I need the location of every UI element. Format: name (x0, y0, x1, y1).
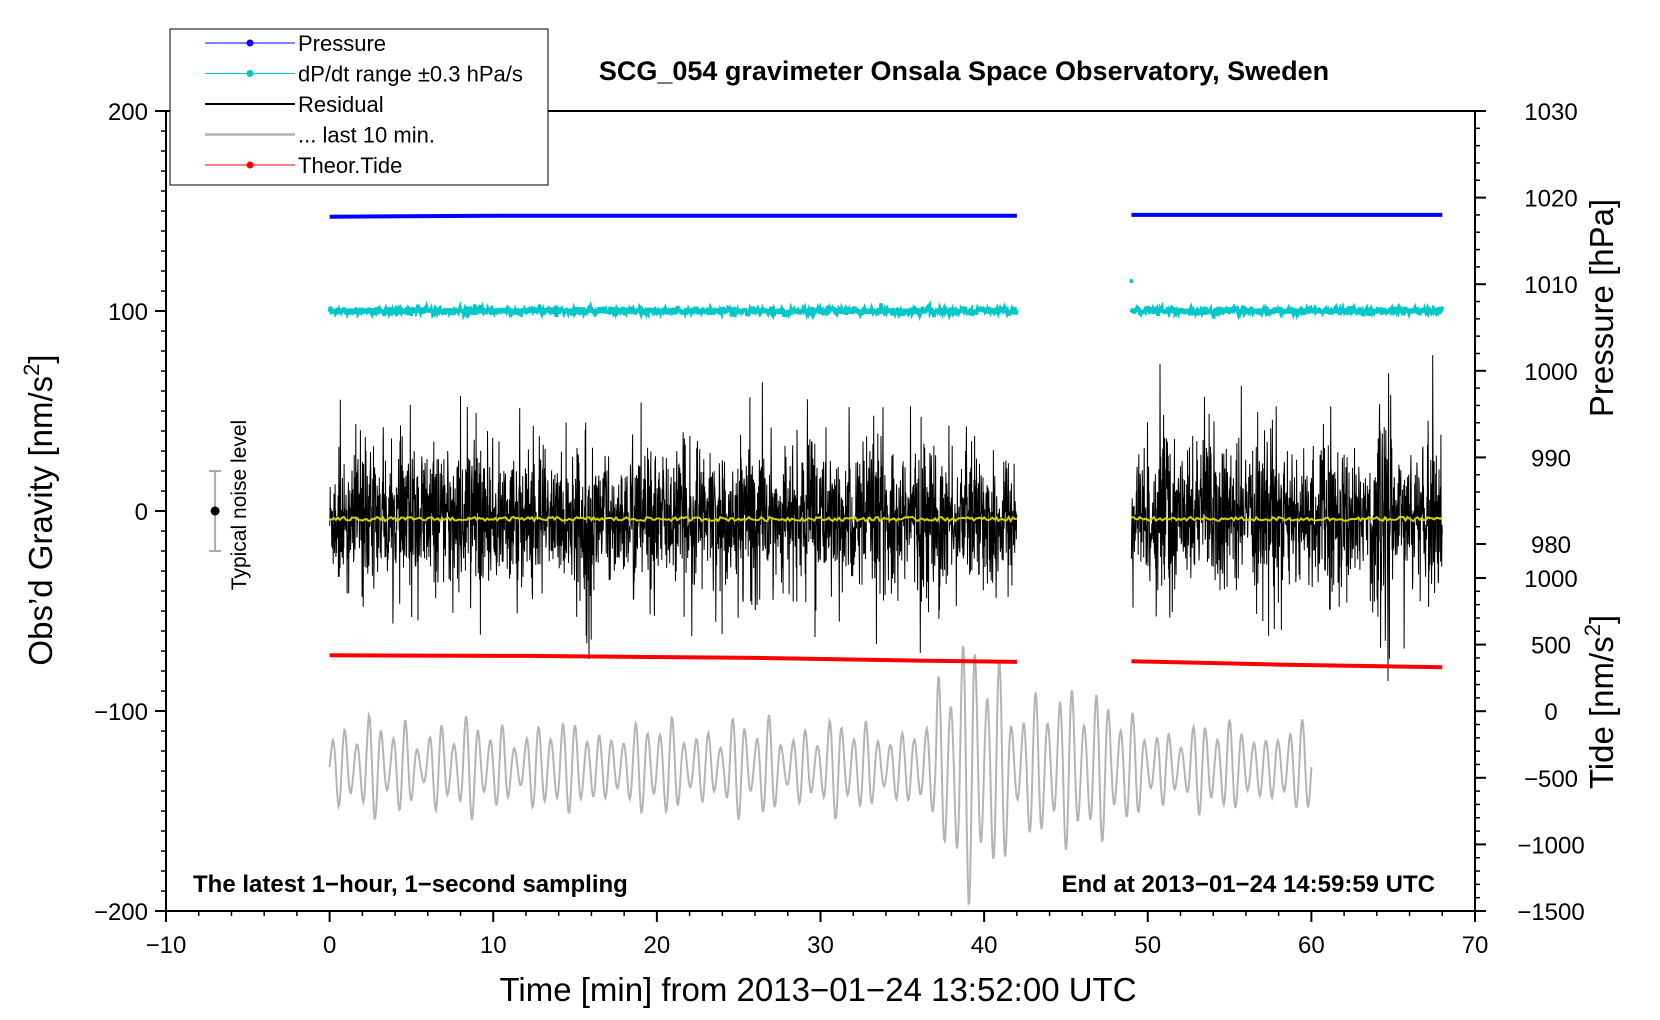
pressure-tick-label: 1010 (1524, 272, 1577, 299)
axes: −10 0 10 20 30 40 50 60 70−200−10001002009809901… (94, 99, 1585, 959)
y-axis-label-gravity: Obs’d Gravity [nm/s2] (19, 354, 59, 665)
x-tick-label: 10 (480, 932, 507, 959)
chart-title: SCG_054 gravimeter Onsala Space Observat… (599, 56, 1329, 86)
pressure-tick-label: 990 (1531, 445, 1571, 472)
series-residual-segment-2 (1130, 354, 1443, 682)
y-axis-label-tide-sup: 2 (1580, 624, 1605, 636)
series-pressure-segment-1 (329, 213, 1017, 219)
y-axis-label-tide-main: Tide [nm/s (1583, 636, 1620, 789)
annotation-end-time: End at 2013−01−24 14:59:59 UTC (1061, 871, 1435, 898)
tide-tick-label: 500 (1531, 633, 1571, 660)
x-tick-label: −10 (146, 932, 187, 959)
series-dpdt-segment-1 (327, 299, 1019, 322)
labels: SCG_054 gravimeter Onsala Space Observat… (19, 56, 1620, 1008)
series-dpdt-outlier (1129, 279, 1134, 283)
series-tide-segment-2 (1131, 659, 1443, 670)
y-tick-label: 200 (108, 99, 148, 126)
series-residual-mean-segment-1 (329, 514, 1018, 523)
y-tick-label: 100 (108, 299, 148, 326)
x-tick-label: 50 (1134, 932, 1161, 959)
y-tick-label: 0 (135, 499, 148, 526)
series-tide-segment-1 (329, 653, 1017, 664)
x-tick-label: 0 (323, 932, 336, 959)
pressure-tick-label: 1000 (1524, 359, 1577, 386)
legend-label: ... last 10 min. (298, 123, 435, 148)
legend: Pressure dP/dt range ±0.3 hPa/s Residual..… (169, 28, 549, 186)
legend-label: Theor.Tide (298, 153, 402, 178)
tide-tick-label: −1500 (1517, 899, 1584, 926)
y-tick-label: −200 (94, 899, 148, 926)
legend-marker (246, 39, 254, 47)
x-tick-label: 20 (644, 932, 671, 959)
noise-indicator-label: Typical noise level (228, 420, 251, 590)
legend-label: Pressure (298, 31, 386, 56)
series-last-10-min (328, 645, 1313, 907)
y-axis-label-gravity-sup: 2 (19, 364, 44, 376)
pressure-tick-label: 1030 (1524, 99, 1577, 126)
series-dpdt-segment-2 (1129, 301, 1445, 321)
pressure-tick-label: 980 (1531, 532, 1571, 559)
y-axis-label-tide: Tide [nm/s2] (1580, 615, 1620, 789)
legend-marker (246, 70, 254, 77)
tide-tick-label: 0 (1544, 699, 1557, 726)
series-residual-mean-segment-2 (1131, 515, 1443, 523)
y-axis-label-pressure: Pressure [hPa] (1583, 199, 1620, 417)
tide-tick-label: −1000 (1517, 832, 1584, 859)
x-tick-label: 40 (971, 932, 998, 959)
annotation-sampling: The latest 1−hour, 1−second sampling (193, 871, 628, 898)
tide-tick-label: −500 (1524, 766, 1578, 793)
x-tick-label: 60 (1298, 932, 1325, 959)
legend-label: dP/dt range ±0.3 hPa/s (298, 62, 523, 87)
y-axis-label-gravity-main: Obs’d Gravity [nm/s (22, 376, 59, 666)
series-residual-segment-1 (329, 382, 1018, 660)
legend-label: Residual (298, 92, 384, 117)
y-tick-label: −100 (94, 699, 148, 726)
plot-area (209, 212, 1445, 907)
y-axis-label-gravity-close: ] (22, 354, 59, 363)
legend-marker (246, 161, 254, 169)
x-tick-label: 70 (1462, 932, 1489, 959)
tide-tick-label: 1000 (1524, 566, 1577, 593)
noise-indicator-center (210, 506, 220, 516)
y-axis-label-tide-close: ] (1583, 615, 1620, 624)
x-tick-label: 30 (807, 932, 834, 959)
x-axis-label: Time [min] from 2013−01−24 13:52:00 UTC (499, 971, 1136, 1008)
pressure-tick-label: 1020 (1524, 186, 1577, 213)
legend-box (169, 28, 549, 186)
